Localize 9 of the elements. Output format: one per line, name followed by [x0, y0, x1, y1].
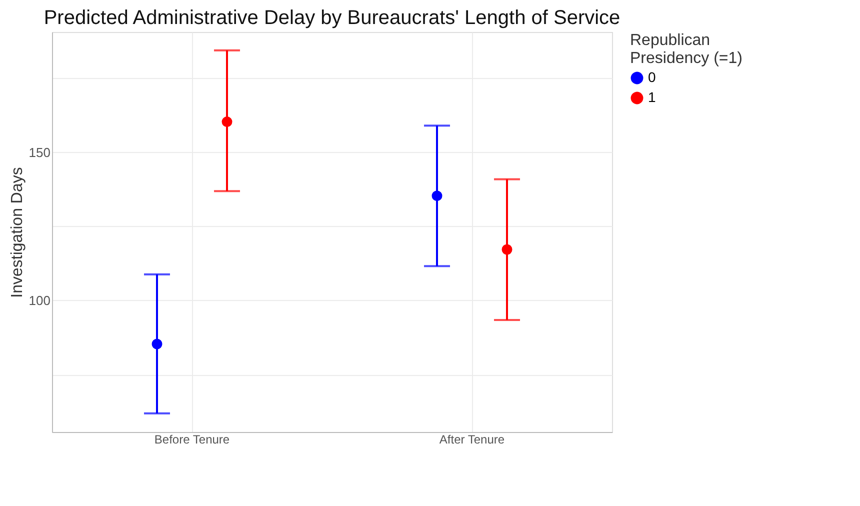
x-tick-label: After Tenure — [439, 432, 505, 446]
legend-title: Republican Presidency (=1) — [630, 32, 742, 67]
y-axis-title: Investigation Days — [8, 167, 26, 298]
legend-label: 0 — [648, 69, 656, 85]
x-tick-label: Before Tenure — [154, 432, 230, 446]
legend-label: 1 — [648, 89, 656, 105]
y-tick-label: 150 — [28, 144, 50, 160]
y-tick-label: 100 — [28, 292, 50, 308]
chart-title: Predicted Administrative Delay by Bureaucrats' Length of Service — [44, 7, 620, 29]
